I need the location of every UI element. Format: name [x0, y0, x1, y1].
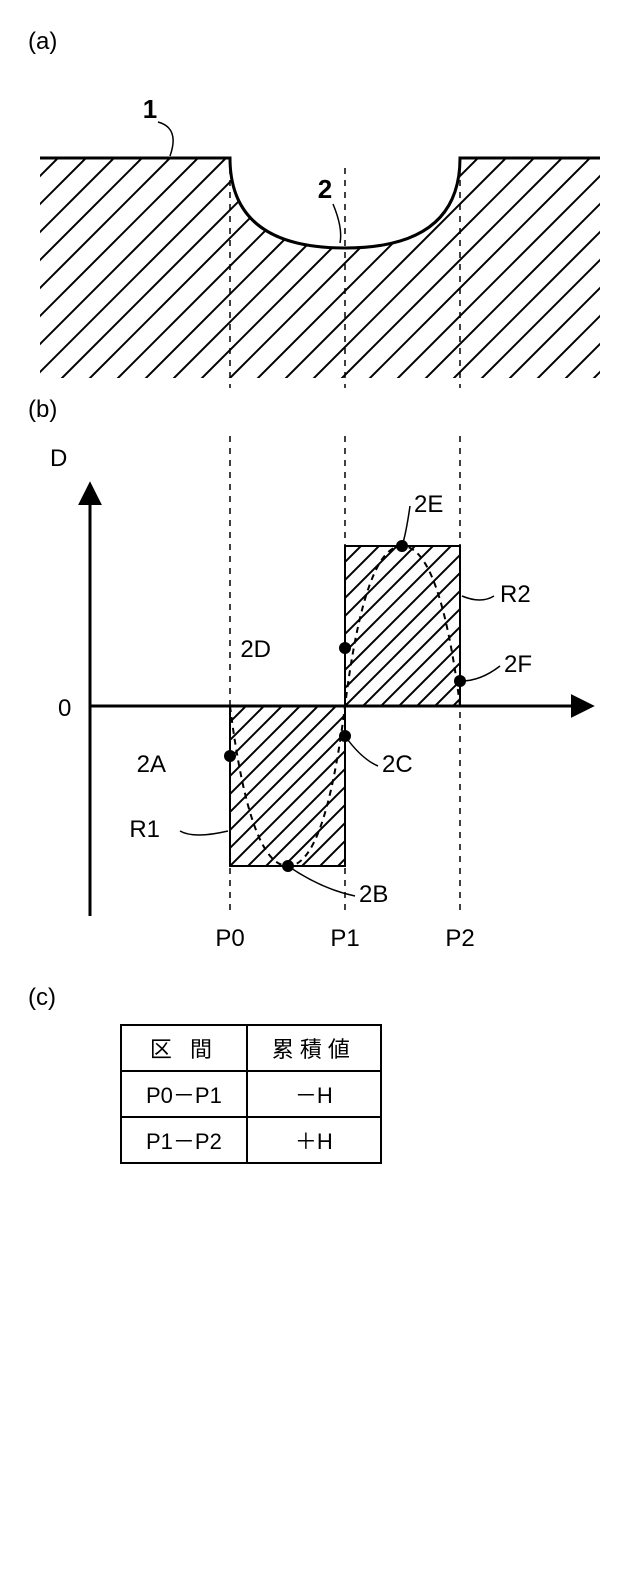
- table-cell: ＋H: [247, 1117, 381, 1163]
- interval-table: 区 間 累積値 P0－P1 －H P1－P2 ＋H: [120, 1024, 382, 1164]
- table-row: P0－P1 －H: [121, 1071, 381, 1117]
- svg-text:2C: 2C: [382, 751, 413, 778]
- table-cell: －H: [247, 1071, 381, 1117]
- table-header-cumulative: 累積値: [247, 1025, 381, 1071]
- panel-a-figure: 12: [20, 68, 620, 388]
- svg-text:P2: P2: [445, 925, 474, 952]
- table-cell: P0－P1: [121, 1071, 247, 1117]
- table-header-interval: 区 間: [121, 1025, 247, 1071]
- svg-text:2A: 2A: [137, 751, 166, 778]
- panel-b-figure: D 0 2A 2B 2C 2D 2E 2F R1 R2 P0 P1 P2: [20, 436, 620, 976]
- svg-text:P1: P1: [330, 925, 359, 952]
- svg-text:R2: R2: [500, 581, 531, 608]
- table-row: P1－P2 ＋H: [121, 1117, 381, 1163]
- panel-b-label: (b): [28, 396, 620, 424]
- svg-text:2D: 2D: [240, 636, 271, 663]
- svg-text:2B: 2B: [359, 881, 388, 908]
- panel-c-label: (c): [28, 984, 620, 1012]
- table-cell: P1－P2: [121, 1117, 247, 1163]
- panel-a-label: (a): [28, 28, 620, 56]
- svg-text:2F: 2F: [504, 651, 532, 678]
- svg-text:2: 2: [318, 174, 332, 204]
- svg-text:R1: R1: [129, 816, 160, 843]
- svg-text:D: D: [50, 445, 67, 472]
- svg-text:0: 0: [58, 695, 71, 722]
- svg-text:2E: 2E: [414, 491, 443, 518]
- svg-text:P0: P0: [215, 925, 244, 952]
- svg-text:1: 1: [143, 94, 157, 124]
